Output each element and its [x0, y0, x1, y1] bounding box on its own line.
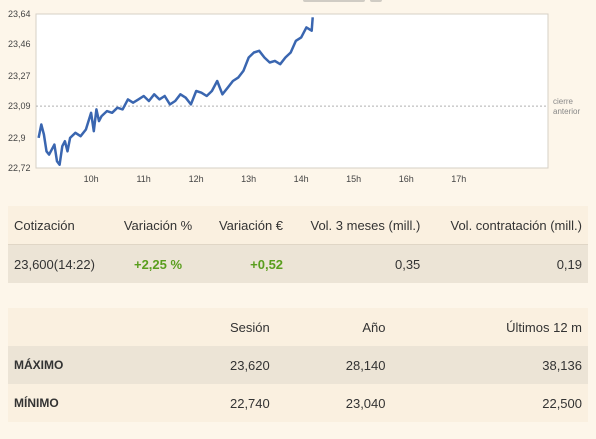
header-variacion-eur: Variación € — [203, 206, 290, 245]
table-header-row: Sesión Año Últimos 12 m — [8, 308, 588, 346]
cell-min-ano: 23,040 — [275, 384, 392, 422]
x-tick-label: 16h — [399, 174, 414, 184]
cell-min-12m: 22,500 — [391, 384, 588, 422]
header-cotizacion: Cotización — [8, 206, 113, 245]
y-tick-label: 23,27 — [8, 71, 31, 81]
chart-svg: 23,64 23,46 23,27 23,09 22,9 22,72 10h 11h 12h 1… — [8, 9, 580, 184]
cell-max-sesion: 23,620 — [160, 346, 276, 384]
cell-vol-contratacion: 0,19 — [426, 244, 588, 283]
y-tick-label: 22,9 — [8, 133, 26, 143]
x-tick-label: 17h — [451, 174, 466, 184]
x-tick-label: 15h — [346, 174, 361, 184]
cell-max-ano: 28,140 — [275, 346, 392, 384]
range-button-2[interactable] — [370, 0, 382, 2]
header-vol-3-meses: Vol. 3 meses (mill.) — [289, 206, 427, 245]
previous-close-label-1: cierre — [553, 97, 574, 106]
cell-variacion-eur: +0,52 — [203, 244, 290, 283]
header-sesion: Sesión — [160, 308, 276, 346]
cell-vol-3-meses: 0,35 — [289, 244, 427, 283]
y-tick-label: 22,72 — [8, 163, 31, 173]
cell-variacion-pct: +2,25 % — [112, 244, 204, 283]
row-label-maximo: MÁXIMO — [8, 346, 160, 384]
cell-cotizacion: 23,600(14:22) — [8, 244, 113, 283]
row-label-minimo: MÍNIMO — [8, 384, 160, 422]
cell-min-sesion: 22,740 — [160, 384, 276, 422]
range-table: Sesión Año Últimos 12 m MÁXIMO 23,620 28… — [8, 308, 588, 422]
header-blank — [8, 308, 160, 346]
x-tick-label: 11h — [136, 174, 150, 184]
table-row: MÍNIMO 22,740 23,040 22,500 — [8, 384, 588, 422]
header-vol-contratacion: Vol. contratación (mill.) — [426, 206, 588, 245]
x-tick-label: 13h — [241, 174, 256, 184]
range-button-1[interactable] — [303, 0, 365, 2]
previous-close-label-2: anterior — [553, 107, 580, 116]
x-tick-label: 12h — [189, 174, 204, 184]
y-tick-label: 23,09 — [8, 101, 31, 111]
intraday-chart: 23,64 23,46 23,27 23,09 22,9 22,72 10h 11h 12h 1… — [0, 0, 596, 196]
header-variacion-pct: Variación % — [112, 206, 204, 245]
quote-summary-table: Cotización Variación % Variación € Vol. … — [8, 206, 588, 283]
header-ano: Año — [275, 308, 392, 346]
table-row: MÁXIMO 23,620 28,140 38,136 — [8, 346, 588, 384]
cell-max-12m: 38,136 — [391, 346, 588, 384]
table-header-row: Cotización Variación % Variación € Vol. … — [8, 206, 588, 245]
header-ultimos-12m: Últimos 12 m — [391, 308, 588, 346]
x-tick-label: 14h — [294, 174, 309, 184]
y-tick-label: 23,46 — [8, 39, 31, 49]
x-tick-label: 10h — [84, 174, 99, 184]
y-tick-label: 23,64 — [8, 9, 31, 19]
plot-area — [35, 13, 549, 169]
price-series-line — [37, 17, 314, 166]
table-row: 23,600(14:22) +2,25 % +0,52 0,35 0,19 — [8, 244, 588, 283]
